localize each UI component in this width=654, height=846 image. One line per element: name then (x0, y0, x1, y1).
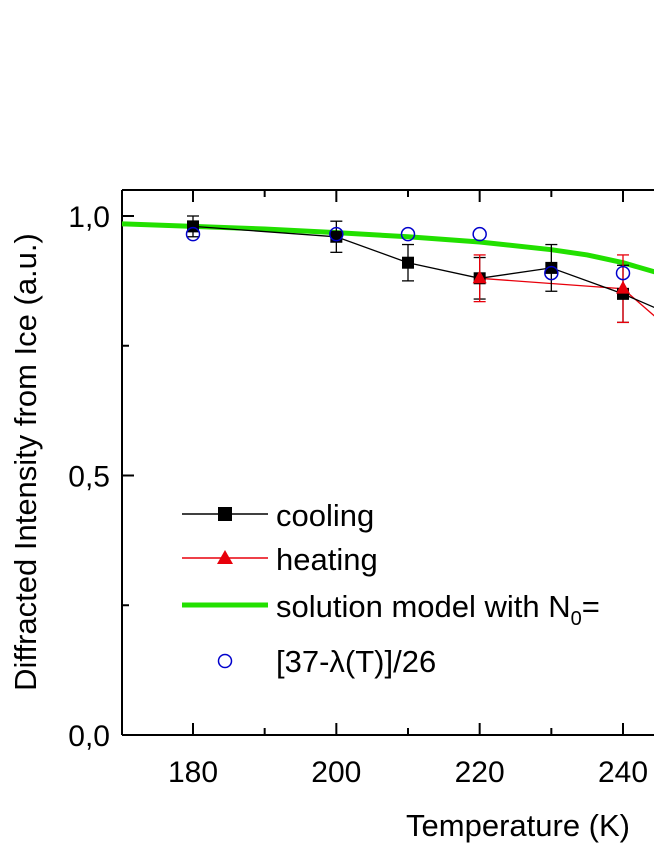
legend-cooling-marker (218, 507, 232, 521)
legend-label-solution-model: solution model with N0= (276, 589, 600, 630)
x-axis-title: Temperature (K) (406, 808, 630, 843)
legend-item-lambda: [37-λ(T)]/26 (217, 644, 436, 679)
legend-label-solution-model-suffix: = (582, 589, 600, 624)
lambda-point (329, 226, 344, 242)
x-tick-label: 220 (455, 756, 505, 789)
legend-item-heating: heating (182, 542, 378, 577)
legend-item-solution-model: solution model with N0= (182, 589, 600, 630)
lambda-point (400, 226, 416, 242)
legend-label-cooling: cooling (276, 498, 374, 533)
cooling-point (402, 256, 414, 269)
legend-label-solution-model-subscript: 0 (571, 608, 582, 630)
heating-point (616, 280, 630, 294)
y-tick-label: 1,0 (68, 201, 110, 234)
legend-label-solution-model-main: solution model with N (276, 589, 571, 624)
cooling-point (545, 261, 558, 274)
y-tick-label: 0,0 (68, 720, 110, 753)
x-tick-label: 180 (168, 756, 218, 789)
x-tick-label: 240 (598, 756, 648, 789)
solution-model-curve (122, 221, 654, 275)
y-axis-title: Diffracted Intensity from Ice (a.u.) (8, 233, 43, 691)
lambda-point (472, 226, 487, 242)
legend-label-heating: heating (276, 542, 378, 577)
axis-ticks (122, 190, 624, 736)
lambda-point (544, 265, 559, 281)
tick-labels: 180 200 220 240 0,0 0,5 1,0 (68, 201, 648, 789)
legend: cooling heating solution model with N0= … (182, 498, 600, 679)
legend-heating-marker (217, 550, 233, 564)
x-tick-label: 200 (311, 756, 361, 789)
y-tick-label: 0,5 (68, 461, 110, 494)
legend-label-lambda: [37-λ(T)]/26 (276, 644, 436, 679)
plot-area (122, 215, 654, 324)
lambda-point (615, 265, 631, 281)
cooling-point (187, 220, 199, 233)
lambda-point (185, 226, 201, 242)
legend-item-cooling: cooling (182, 498, 374, 533)
legend-lambda-marker (217, 653, 233, 669)
heating-point (472, 270, 487, 284)
